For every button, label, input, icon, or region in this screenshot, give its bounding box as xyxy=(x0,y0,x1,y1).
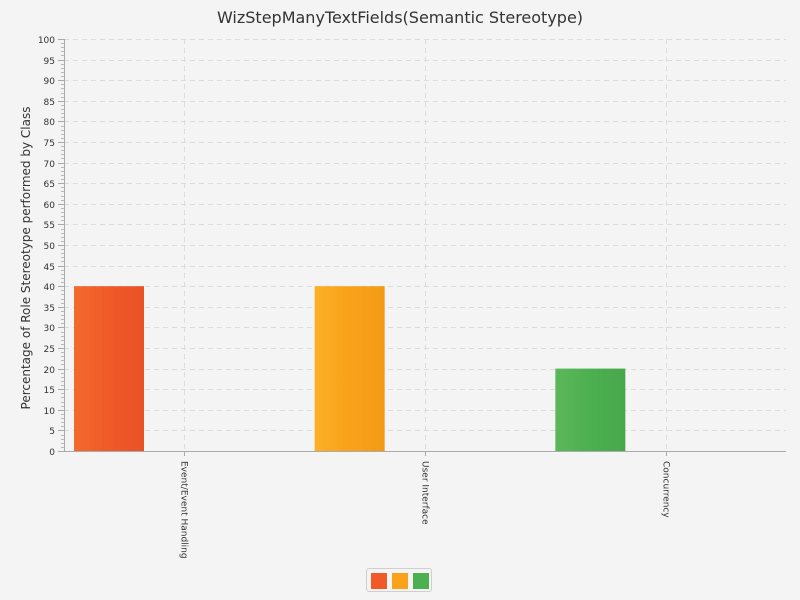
y-axis-label: Percentage of Role Stereotype performed … xyxy=(19,107,33,410)
chart-title: WizStepManyTextFields(Semantic Stereotyp… xyxy=(216,8,584,27)
y-tick-label: 35 xyxy=(44,304,55,314)
y-tick-label: 45 xyxy=(44,263,55,273)
y-tick-label: 5 xyxy=(49,427,55,437)
bar-2 xyxy=(555,368,626,451)
y-tick-label: 55 xyxy=(44,221,55,231)
y-tick-label: 100 xyxy=(38,36,55,46)
y-tick-label: 95 xyxy=(44,57,55,67)
y-tick-label: 70 xyxy=(44,160,56,170)
x-tick-label: User Interface xyxy=(420,461,430,525)
y-tick-label: 25 xyxy=(44,345,55,355)
x-tick-label: Event/Event Handling xyxy=(179,461,189,559)
y-tick-label: 40 xyxy=(44,283,56,293)
y-tick-label: 50 xyxy=(44,242,56,252)
y-tick-label: 0 xyxy=(49,448,55,458)
legend-swatch-user-interface xyxy=(392,573,408,589)
y-tick-label: 10 xyxy=(44,407,56,417)
bars xyxy=(74,286,626,451)
x-tick-label: Concurrency xyxy=(661,461,671,518)
grid-lines xyxy=(64,39,786,451)
y-tick-label: 80 xyxy=(44,118,56,128)
y-tick-label: 75 xyxy=(44,139,55,149)
y-tick-label: 20 xyxy=(44,366,56,376)
bar-1 xyxy=(314,286,385,451)
legend-swatch-event-handling xyxy=(371,573,387,589)
axes xyxy=(58,39,786,456)
y-tick-label: 85 xyxy=(44,98,55,108)
legend-swatch-concurrency xyxy=(413,573,429,589)
y-tick-label: 90 xyxy=(44,77,56,87)
tick-labels: 0 5 10 15 20 25 30 35 40 45 50 55 60 65 70 75 80 85 90 95 10… xyxy=(38,36,671,559)
legend xyxy=(366,568,432,592)
y-tick-label: 60 xyxy=(44,201,56,211)
y-tick-label: 30 xyxy=(44,324,56,334)
y-tick-label: 15 xyxy=(44,386,55,396)
bar-0 xyxy=(74,286,144,451)
y-tick-label: 65 xyxy=(44,180,55,190)
